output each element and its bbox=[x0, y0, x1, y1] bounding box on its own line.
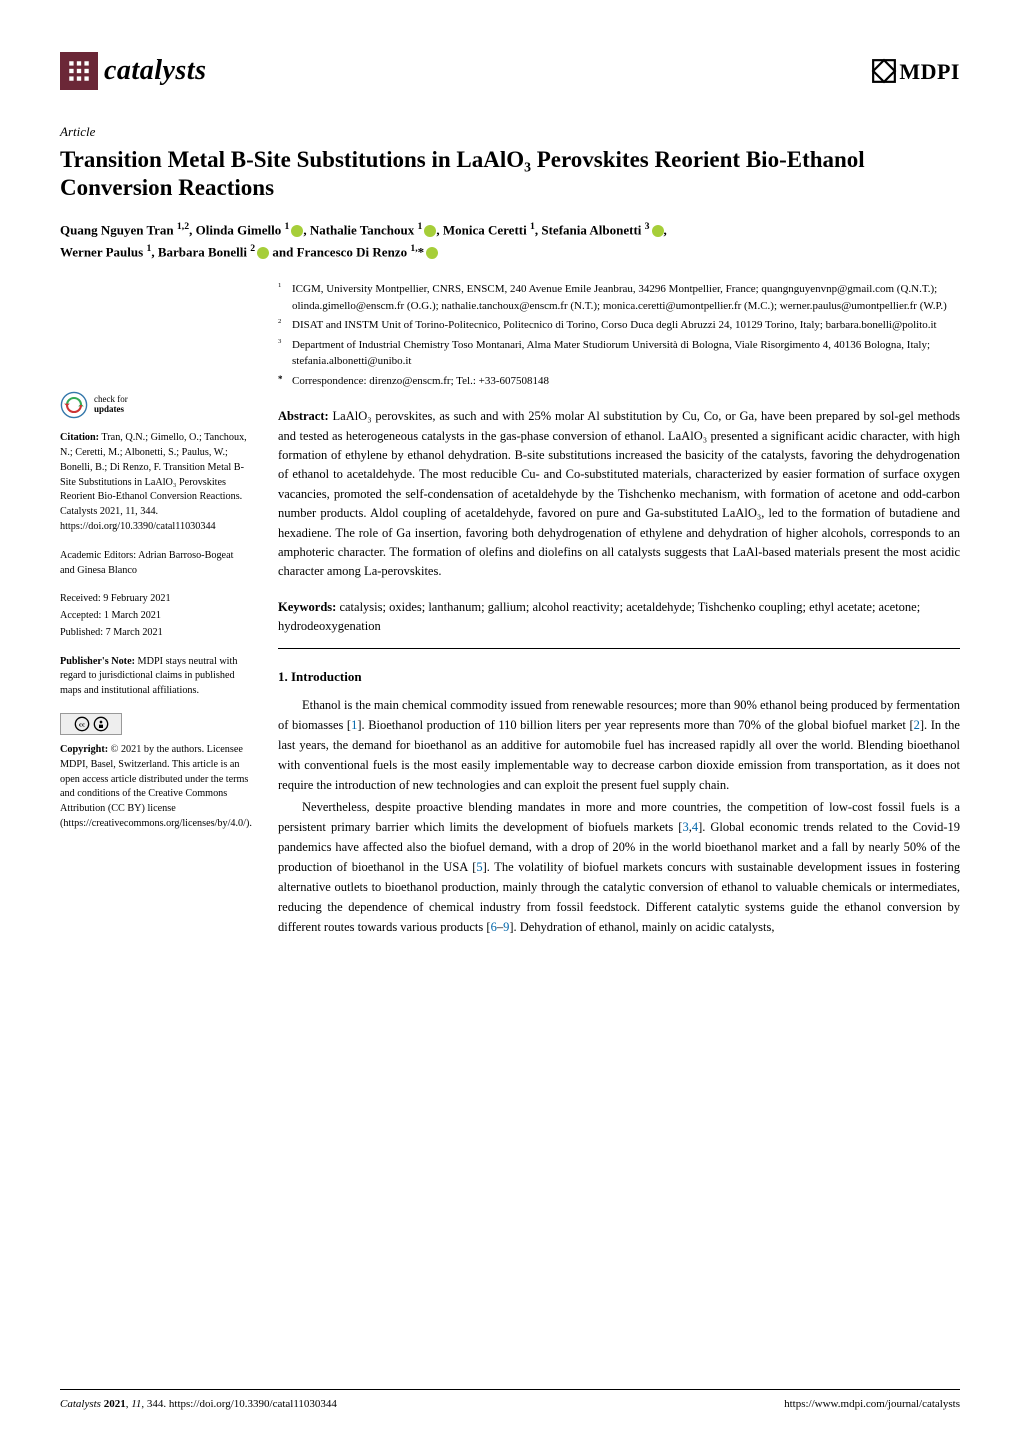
affil-text: DISAT and INSTM Unit of Torino-Politecni… bbox=[292, 317, 960, 334]
affil-num: 1 bbox=[278, 282, 281, 289]
orcid-icon bbox=[426, 247, 438, 259]
keywords-label: Keywords: bbox=[278, 600, 336, 614]
cc-by-badge-icon: cc bbox=[60, 713, 122, 735]
article-type: Article bbox=[60, 122, 960, 142]
main-column: 1 ICGM, University Montpellier, CNRS, EN… bbox=[278, 281, 960, 939]
check-for-updates-badge[interactable]: check for updates bbox=[60, 391, 250, 419]
received-date: Received: 9 February 2021 bbox=[60, 592, 250, 607]
section-rule bbox=[278, 648, 960, 649]
keywords: Keywords: catalysis; oxides; lanthanum; … bbox=[278, 598, 960, 637]
svg-text:cc: cc bbox=[79, 722, 85, 729]
orcid-icon bbox=[257, 247, 269, 259]
copyright-label: Copyright: bbox=[60, 744, 108, 755]
affiliation-item: * Correspondence: direnzo@enscm.fr; Tel.… bbox=[278, 373, 960, 390]
publisher-note-block: Publisher's Note: MDPI stays neutral wit… bbox=[60, 655, 250, 699]
article-title: Transition Metal B-Site Substitutions in… bbox=[60, 146, 960, 204]
editors-label: Academic Editors: bbox=[60, 550, 138, 561]
dates-block: Received: 9 February 2021 Accepted: 1 Ma… bbox=[60, 592, 250, 640]
body-paragraph: Nevertheless, despite proactive blending… bbox=[278, 797, 960, 937]
affil-num: * bbox=[278, 374, 283, 384]
footer-right: https://www.mdpi.com/journal/catalysts bbox=[784, 1396, 960, 1413]
affil-text: Correspondence: direnzo@enscm.fr; Tel.: … bbox=[292, 373, 960, 390]
affiliation-list: 1 ICGM, University Montpellier, CNRS, EN… bbox=[278, 281, 960, 389]
footer-left: Catalysts 2021, 11, 344. https://doi.org… bbox=[60, 1396, 337, 1413]
ref-link[interactable]: 2 bbox=[914, 718, 920, 732]
ref-link[interactable]: 4 bbox=[692, 820, 698, 834]
ref-link[interactable]: 6 bbox=[491, 920, 497, 934]
publisher-logo: MDPI bbox=[871, 55, 960, 88]
check-updates-icon bbox=[60, 391, 88, 419]
affil-num: 3 bbox=[278, 338, 281, 345]
body-paragraph: Ethanol is the main chemical commodity i… bbox=[278, 695, 960, 795]
orcid-icon bbox=[424, 225, 436, 237]
copyright-text: © 2021 by the authors. Licensee MDPI, Ba… bbox=[60, 744, 252, 829]
pubnote-label: Publisher's Note: bbox=[60, 656, 135, 667]
author-list: Quang Nguyen Tran 1,2, Olinda Gimello 1,… bbox=[60, 219, 960, 263]
affiliation-item: 1 ICGM, University Montpellier, CNRS, EN… bbox=[278, 281, 960, 314]
accepted-date: Accepted: 1 March 2021 bbox=[60, 609, 250, 624]
journal-logo-icon bbox=[60, 52, 98, 90]
affil-num: 2 bbox=[278, 318, 281, 325]
journal-name: catalysts bbox=[104, 50, 207, 92]
affil-text: Department of Industrial Chemistry Toso … bbox=[292, 337, 960, 370]
journal-logo: catalysts bbox=[60, 50, 207, 92]
abstract-text: LaAlO₃ perovskites, as such and with 25%… bbox=[278, 409, 960, 578]
ref-link[interactable]: 3 bbox=[682, 820, 688, 834]
citation-block: Citation: Tran, Q.N.; Gimello, O.; Tanch… bbox=[60, 431, 250, 534]
abstract: Abstract: LaAlO₃ perovskites, as such an… bbox=[278, 407, 960, 581]
citation-text: Tran, Q.N.; Gimello, O.; Tanchoux, N.; C… bbox=[60, 432, 247, 532]
abstract-label: Abstract: bbox=[278, 409, 329, 423]
ref-link[interactable]: 5 bbox=[476, 860, 482, 874]
publisher-logo-text: MDPI bbox=[899, 55, 960, 88]
affiliation-item: 3 Department of Industrial Chemistry Tos… bbox=[278, 337, 960, 370]
orcid-icon bbox=[291, 225, 303, 237]
published-date: Published: 7 March 2021 bbox=[60, 626, 250, 641]
citation-label: Citation: bbox=[60, 432, 99, 443]
updates-label: updates bbox=[94, 405, 128, 415]
sidebar: check for updates Citation: Tran, Q.N.; … bbox=[60, 281, 250, 939]
editors-block: Academic Editors: Adrian Barroso-Bogeat … bbox=[60, 549, 250, 579]
keywords-text: catalysis; oxides; lanthanum; gallium; a… bbox=[278, 600, 920, 633]
header-row: catalysts MDPI bbox=[60, 50, 960, 92]
ref-link[interactable]: 1 bbox=[351, 718, 357, 732]
license-block: cc Copyright: © 2021 by the authors. Lic… bbox=[60, 713, 250, 832]
ref-link[interactable]: 9 bbox=[503, 920, 509, 934]
orcid-icon bbox=[652, 225, 664, 237]
affiliation-item: 2 DISAT and INSTM Unit of Torino-Politec… bbox=[278, 317, 960, 334]
page-footer: Catalysts 2021, 11, 344. https://doi.org… bbox=[60, 1389, 960, 1413]
section-heading: 1. Introduction bbox=[278, 667, 960, 687]
affil-text: ICGM, University Montpellier, CNRS, ENSC… bbox=[292, 281, 960, 314]
